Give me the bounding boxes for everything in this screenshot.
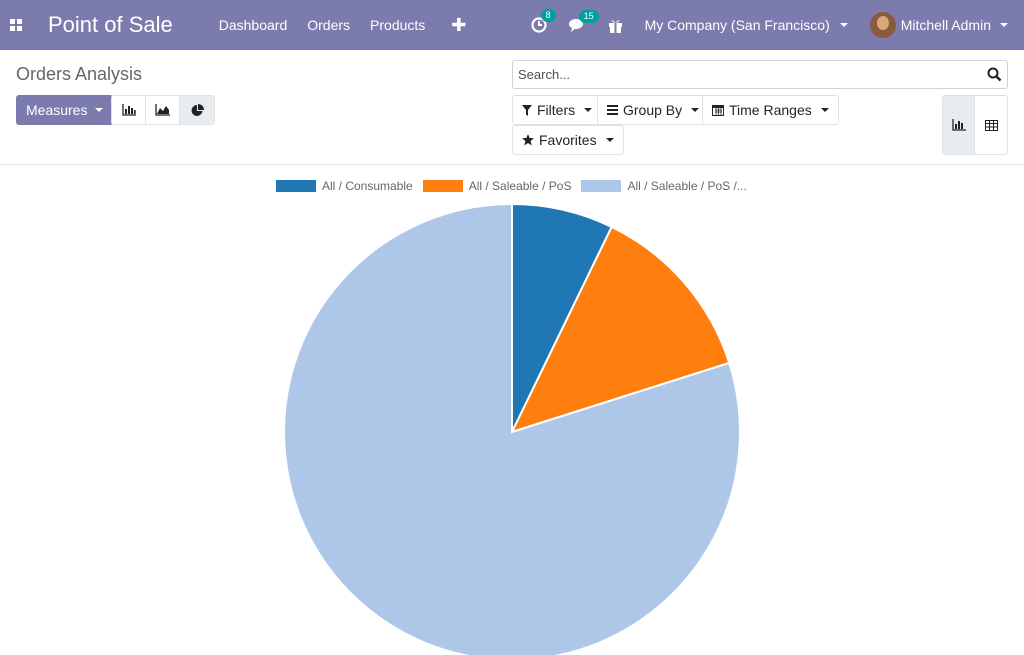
user-menu[interactable]: Mitchell Admin bbox=[869, 12, 1008, 38]
bars-icon bbox=[607, 105, 618, 115]
legend-swatch bbox=[422, 180, 463, 192]
legend-label: All / Saleable / PoS /... bbox=[627, 179, 747, 193]
user-name: Mitchell Admin bbox=[900, 17, 991, 33]
chevron-down-icon bbox=[839, 23, 848, 27]
avatar bbox=[869, 12, 896, 38]
group-by-label: Group By bbox=[623, 102, 683, 118]
filters-button[interactable]: Filters bbox=[512, 95, 603, 125]
bar-chart-button[interactable] bbox=[112, 96, 146, 124]
gift-button[interactable] bbox=[608, 18, 623, 33]
pie-chart bbox=[283, 202, 741, 655]
line-chart-button[interactable] bbox=[146, 96, 180, 124]
measures-label: Measures bbox=[26, 102, 88, 118]
graph-view-icon bbox=[951, 119, 966, 131]
pie-chart-icon bbox=[191, 103, 204, 116]
chart-type-group bbox=[111, 95, 215, 125]
menu-dashboard[interactable]: Dashboard bbox=[218, 17, 288, 33]
company-switcher[interactable]: My Company (San Francisco) bbox=[645, 17, 848, 33]
legend-item[interactable]: All / Saleable / PoS /... bbox=[581, 179, 747, 193]
measures-button[interactable]: Measures bbox=[16, 95, 114, 125]
gift-icon bbox=[608, 19, 622, 33]
chevron-down-icon bbox=[820, 108, 829, 112]
legend-label: All / Saleable / PoS bbox=[468, 179, 572, 193]
group-by-button[interactable]: Group By bbox=[597, 95, 710, 125]
app-title[interactable]: Point of Sale bbox=[48, 12, 173, 37]
legend-swatch bbox=[581, 180, 622, 192]
search-icon[interactable] bbox=[987, 67, 1002, 82]
comments-icon bbox=[568, 19, 583, 32]
legend-item[interactable]: All / Consumable bbox=[276, 179, 413, 193]
pie-slice[interactable] bbox=[283, 202, 741, 655]
messages-button[interactable]: 15 bbox=[568, 10, 599, 32]
calendar-icon bbox=[712, 105, 724, 116]
bar-chart-icon bbox=[121, 104, 136, 116]
search-input[interactable] bbox=[513, 61, 973, 88]
top-navbar: Point of Sale Dashboard Orders Products … bbox=[0, 0, 1024, 50]
control-panel: Orders Analysis Measures Filters Group B… bbox=[0, 50, 1024, 165]
filter-icon bbox=[522, 104, 532, 116]
time-ranges-button[interactable]: Time Ranges bbox=[702, 95, 839, 125]
activity-badge: 8 bbox=[540, 9, 556, 22]
activity-button[interactable]: 8 bbox=[530, 9, 556, 33]
apps-menu-icon[interactable] bbox=[0, 0, 32, 50]
plus-icon[interactable]: ✚ bbox=[451, 14, 467, 35]
search-bar bbox=[512, 60, 1008, 89]
page-title: Orders Analysis bbox=[16, 64, 143, 84]
chart-area: All / Consumable All / Saleable / PoS All … bbox=[0, 166, 1024, 655]
pie-slice[interactable] bbox=[510, 225, 731, 434]
company-name: My Company (San Francisco) bbox=[644, 17, 830, 33]
view-switcher bbox=[942, 95, 1008, 155]
chevron-down-icon bbox=[605, 138, 614, 142]
clock-icon bbox=[530, 17, 547, 33]
chart-legend: All / Consumable All / Saleable / PoS All … bbox=[276, 179, 747, 193]
legend-item[interactable]: All / Saleable / PoS bbox=[422, 179, 572, 193]
pivot-view-icon bbox=[984, 119, 998, 131]
favorites-button[interactable]: Favorites bbox=[512, 125, 624, 155]
time-ranges-label: Time Ranges bbox=[729, 102, 812, 118]
filters-label: Filters bbox=[537, 102, 576, 118]
chevron-down-icon bbox=[691, 108, 700, 112]
pie-chart-button[interactable] bbox=[180, 96, 214, 124]
graph-view-button[interactable] bbox=[943, 96, 976, 154]
chevron-down-icon bbox=[1000, 23, 1008, 27]
legend-swatch bbox=[276, 180, 316, 192]
chevron-down-icon bbox=[95, 108, 104, 112]
star-icon bbox=[522, 134, 534, 146]
pie-slice[interactable] bbox=[511, 202, 613, 433]
legend-label: All / Consumable bbox=[322, 179, 413, 193]
systray: 8 15 My Company (San Francisco) Mitchell… bbox=[530, 0, 1024, 50]
line-chart-icon bbox=[155, 104, 170, 116]
messages-badge: 15 bbox=[578, 10, 599, 23]
chevron-down-icon bbox=[584, 108, 593, 112]
favorites-label: Favorites bbox=[539, 132, 597, 148]
pivot-view-button[interactable] bbox=[975, 96, 1007, 154]
menu-products[interactable]: Products bbox=[370, 17, 426, 33]
menu-orders[interactable]: Orders bbox=[307, 17, 351, 33]
